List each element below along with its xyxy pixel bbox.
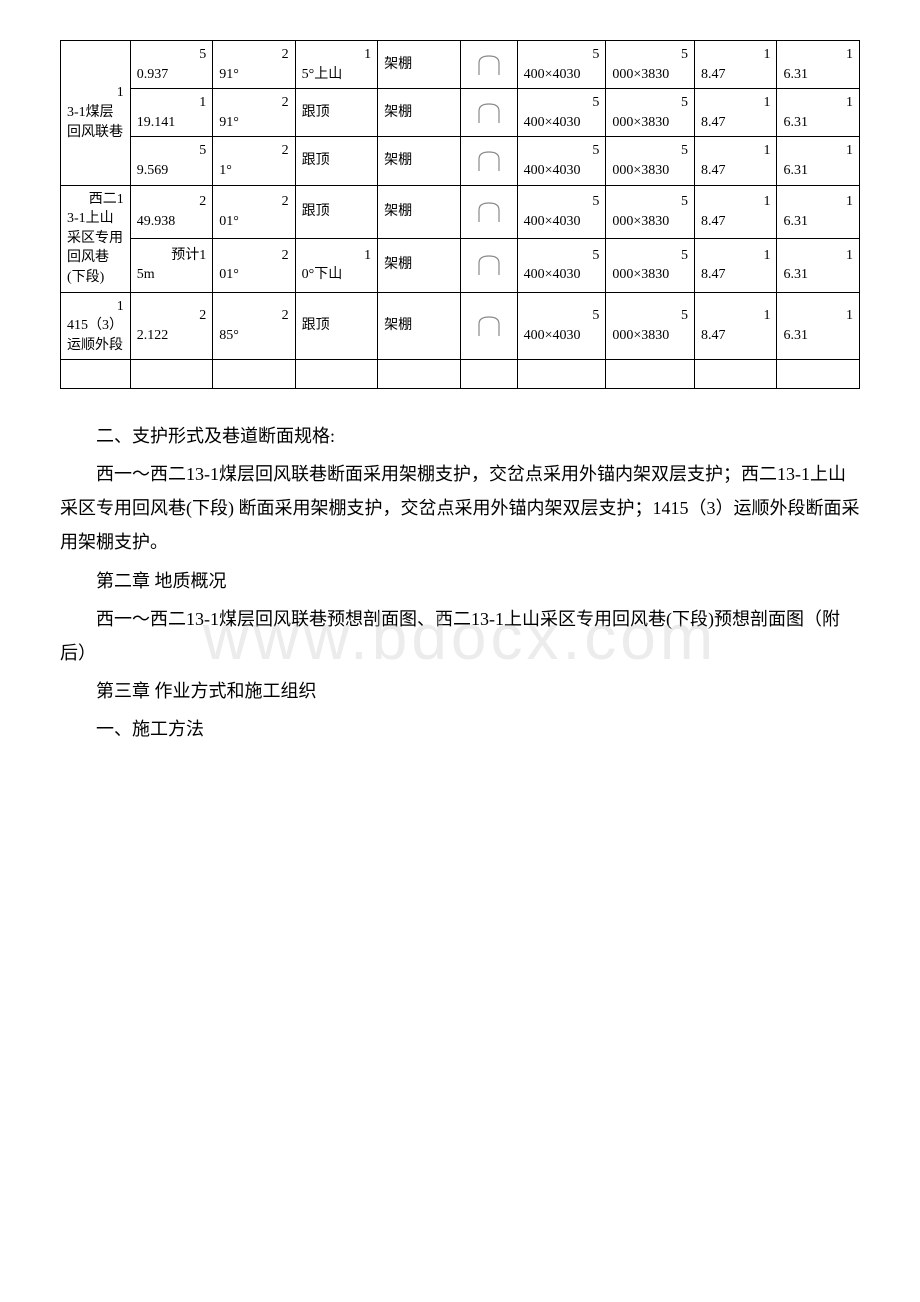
table-cell	[295, 360, 377, 389]
table-cell	[130, 360, 212, 389]
table-cell	[777, 360, 860, 389]
table-cell	[460, 360, 517, 389]
table-cell: 跟顶	[295, 292, 377, 360]
table-cell: 22.122	[130, 292, 212, 360]
table-cell: 预计15m	[130, 239, 212, 292]
table-cell: 18.47	[695, 239, 777, 292]
table-cell	[460, 185, 517, 238]
body-paragraph: 西一～西二13-1煤层回风联巷预想剖面图、西二13-1上山采区专用回风巷(下段)…	[60, 602, 860, 670]
table-row: 13-1煤层回风联巷50.937291°15°上山架棚5400×40305000…	[61, 41, 860, 89]
table-cell: 5000×3830	[606, 137, 695, 185]
table-cell: 16.31	[777, 89, 860, 137]
table-cell: 18.47	[695, 89, 777, 137]
table-cell	[213, 360, 295, 389]
table-cell: 291°	[213, 41, 295, 89]
table-cell: 5400×4030	[517, 89, 606, 137]
spec-table: 13-1煤层回风联巷50.937291°15°上山架棚5400×40305000…	[60, 40, 860, 389]
table-cell: 5400×4030	[517, 292, 606, 360]
body-paragraph: 西一～西二13-1煤层回风联巷断面采用架棚支护，交岔点采用外锚内架双层支护；西二…	[60, 457, 860, 560]
chapter-heading: 第二章 地质概况	[60, 564, 860, 598]
table-cell: 285°	[213, 292, 295, 360]
table-cell	[460, 41, 517, 89]
table-cell: 16.31	[777, 292, 860, 360]
table-cell	[378, 360, 460, 389]
table-cell: 5400×4030	[517, 41, 606, 89]
chapter-heading: 第三章 作业方式和施工组织	[60, 674, 860, 708]
table-cell: 5400×4030	[517, 137, 606, 185]
table-cell: 5000×3830	[606, 239, 695, 292]
row-label: 13-1煤层回风联巷	[61, 41, 131, 186]
section-heading: 二、支护形式及巷道断面规格:	[60, 419, 860, 453]
table-cell: 21°	[213, 137, 295, 185]
table-cell: 16.31	[777, 185, 860, 238]
table-row: 预计15m201°10°下山架棚 5400×40305000×383018.471…	[61, 239, 860, 292]
table-cell	[695, 360, 777, 389]
table-cell: 249.938	[130, 185, 212, 238]
table-cell: 10°下山	[295, 239, 377, 292]
row-label: 1415（3）运顺外段	[61, 292, 131, 360]
table-cell: 5400×4030	[517, 239, 606, 292]
document-body: 二、支护形式及巷道断面规格: 西一～西二13-1煤层回风联巷断面采用架棚支护，交…	[60, 419, 860, 747]
table-cell	[606, 360, 695, 389]
table-cell: 5000×3830	[606, 41, 695, 89]
table-cell: 15°上山	[295, 41, 377, 89]
table-cell: 18.47	[695, 292, 777, 360]
table-cell	[460, 292, 517, 360]
table-cell: 5400×4030	[517, 185, 606, 238]
table-row: 1415（3）运顺外段22.122285°跟顶架棚 5400×40305000×3…	[61, 292, 860, 360]
table-row: 119.141291°跟顶架棚 5400×40305000×383018.4716…	[61, 89, 860, 137]
table-cell: 18.47	[695, 41, 777, 89]
section-heading: 一、施工方法	[60, 712, 860, 746]
table-cell: 50.937	[130, 41, 212, 89]
table-cell: 18.47	[695, 137, 777, 185]
table-cell: 16.31	[777, 137, 860, 185]
table-cell: 架棚	[378, 292, 460, 360]
table-cell: 架棚	[378, 41, 460, 89]
table-cell: 跟顶	[295, 137, 377, 185]
table-cell	[61, 360, 131, 389]
table-cell: 跟顶	[295, 185, 377, 238]
table-cell: 架棚	[378, 137, 460, 185]
table-cell: 架棚	[378, 239, 460, 292]
table-cell: 119.141	[130, 89, 212, 137]
table-row	[61, 360, 860, 389]
table-cell: 201°	[213, 239, 295, 292]
table-cell	[517, 360, 606, 389]
table-cell: 5000×3830	[606, 89, 695, 137]
table-cell: 16.31	[777, 41, 860, 89]
table-cell: 59.569	[130, 137, 212, 185]
table-cell	[460, 239, 517, 292]
table-cell	[460, 89, 517, 137]
table-row: 西二13-1上山采区专用回风巷(下段)249.938201°跟顶架棚5400×4…	[61, 185, 860, 238]
table-cell: 5000×3830	[606, 292, 695, 360]
table-row: 59.56921°跟顶架棚 5400×40305000×383018.4716.3…	[61, 137, 860, 185]
table-cell: 291°	[213, 89, 295, 137]
table-cell: 跟顶	[295, 89, 377, 137]
table-cell: 架棚	[378, 89, 460, 137]
table-cell: 架棚	[378, 185, 460, 238]
table-cell: 5000×3830	[606, 185, 695, 238]
table-cell: 18.47	[695, 185, 777, 238]
row-label: 西二13-1上山采区专用回风巷(下段)	[61, 185, 131, 292]
table-cell	[460, 137, 517, 185]
table-cell: 16.31	[777, 239, 860, 292]
table-cell: 201°	[213, 185, 295, 238]
